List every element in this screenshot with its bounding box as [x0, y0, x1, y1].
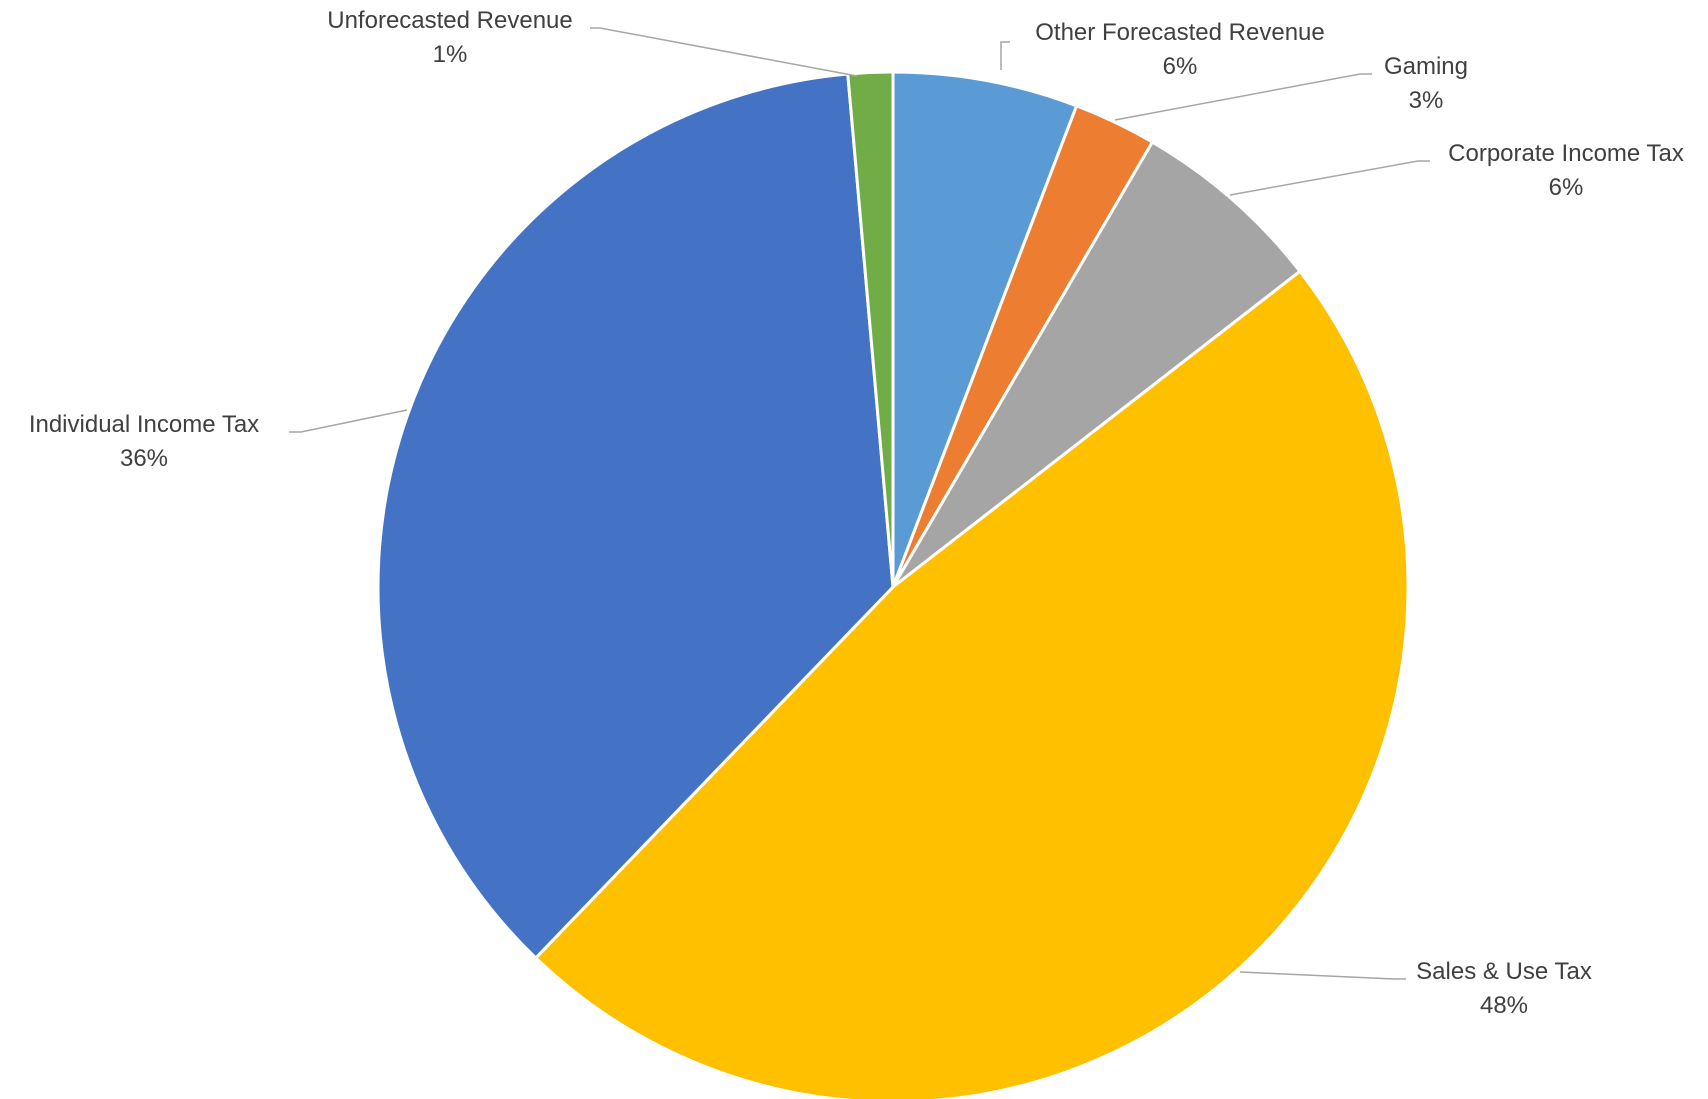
slice-name-label: Other Forecasted Revenue	[1035, 19, 1325, 46]
pie-slice-corporate-income-tax	[891, 140, 1302, 589]
slice-percent-label: 3%	[1409, 87, 1444, 114]
pie-slices	[376, 70, 1410, 1099]
pie-slice-sales-and-use-tax	[534, 269, 1410, 1099]
slice-name-label: Gaming	[1384, 53, 1468, 80]
slice-percent-label: 1%	[433, 41, 468, 68]
slice-name-label: Unforecasted Revenue	[327, 7, 572, 34]
leader-line-other-forecasted-revenue	[1000, 41, 1010, 70]
slice-percent-label: 6%	[1163, 53, 1198, 80]
leader-line-corporate-income-tax	[1229, 160, 1430, 196]
slice-name-label: Sales & Use Tax	[1416, 958, 1592, 985]
slice-percent-label: 48%	[1480, 992, 1528, 1019]
slice-name-label: Corporate Income Tax	[1448, 140, 1684, 167]
slice-percent-label: 36%	[120, 445, 168, 472]
slice-name-label: Individual Income Tax	[29, 411, 259, 438]
slice-labels: Other Forecasted Revenue 6% Gaming 3%Corpor…	[29, 7, 1684, 1019]
leader-line-unforecasted-revenue	[590, 27, 858, 77]
leader-line-gaming	[1114, 73, 1372, 121]
leader-line-individual-income-tax	[289, 409, 408, 433]
pie-slice-other-forecasted-revenue	[891, 70, 1079, 589]
slice-percent-label: 6%	[1549, 174, 1584, 201]
leader-line-sales-and-use-tax	[1239, 971, 1406, 980]
leader-lines	[289, 27, 1430, 980]
pie-slice-individual-income-tax	[376, 72, 895, 960]
